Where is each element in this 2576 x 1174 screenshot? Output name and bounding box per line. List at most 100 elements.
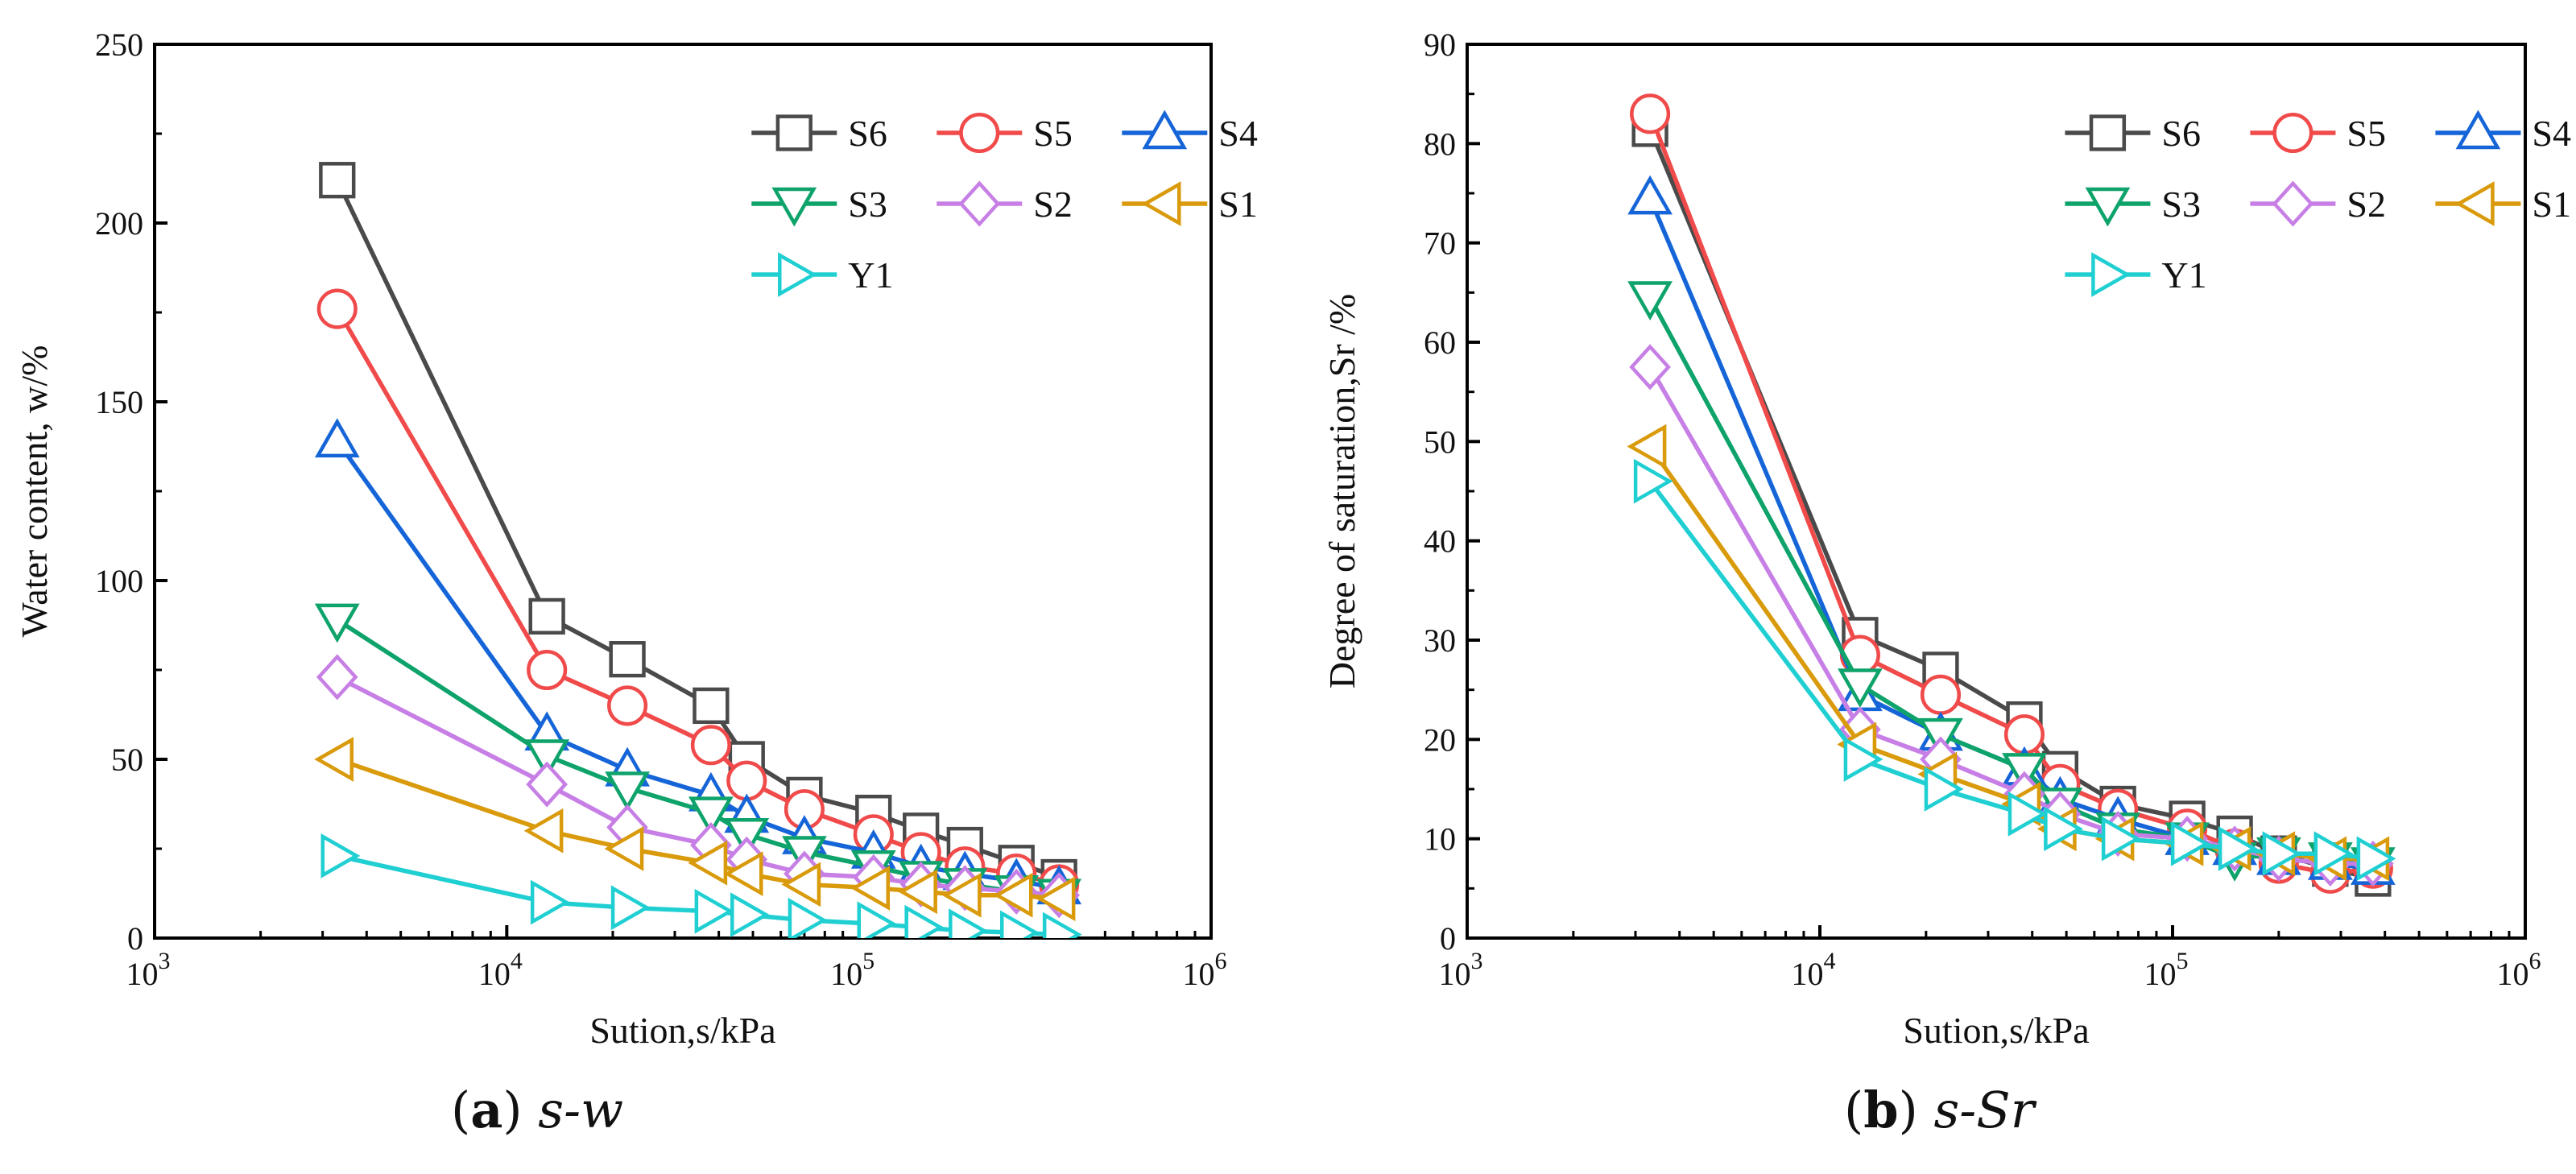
point-S1 (781, 862, 821, 907)
chart-b: 0 10 20 30 40 50 60 70 80 90 103 104 105 106 Sution,s/… (1321, 27, 2571, 1139)
legend-item-S1: S1 (2435, 181, 2571, 226)
x-tick-label: 104 (1792, 948, 1836, 992)
legend-label: S4 (2532, 113, 2571, 154)
point-S1 (523, 808, 564, 854)
legend-marker-S6 (2089, 114, 2127, 151)
legend-label: S4 (1218, 113, 1258, 154)
point-S6 (609, 641, 646, 678)
point-S4 (314, 418, 360, 458)
point-Y1 (320, 833, 361, 878)
point-S5 (527, 649, 568, 691)
point-S3 (1627, 281, 1673, 321)
plot-area (1627, 93, 2396, 897)
legend-item-S4: S4 (1122, 110, 1258, 154)
point-S3 (605, 771, 650, 812)
point-Y1 (1042, 912, 1082, 938)
point-Y1 (2262, 831, 2302, 877)
point-S1 (688, 840, 728, 886)
point-S1 (941, 872, 982, 918)
point-S1 (314, 737, 354, 782)
point-Y1 (2313, 831, 2354, 877)
plot-frame (153, 43, 1213, 940)
point-S1 (723, 851, 763, 896)
point-Y1 (2101, 816, 2141, 862)
point-Y1 (857, 901, 897, 938)
legend-marker-S4 (1142, 110, 1188, 150)
legend-label: S1 (1218, 184, 1258, 225)
point-S2 (1629, 344, 1671, 391)
figure-caption: (b) s-Sr (1844, 1081, 2037, 1139)
point-S5 (690, 725, 731, 766)
legend-label: S2 (2347, 184, 2386, 225)
x-tick-label: 106 (2497, 948, 2541, 992)
legend-marker-S2 (958, 180, 1001, 227)
point-S6 (693, 687, 730, 725)
y-tick-label: 250 (95, 27, 143, 63)
y-tick-label: 50 (1424, 424, 1456, 460)
plot-frame (1466, 43, 2527, 940)
point-Y1 (2356, 836, 2396, 882)
y-tick-label: 60 (1424, 325, 1456, 361)
y-axis-label: Degree of saturation,Sr /% (1321, 294, 1362, 689)
point-S3 (688, 796, 734, 837)
y-tick-label: 0 (127, 920, 143, 957)
legend-marker-S5 (2272, 112, 2313, 154)
legend-item-S2: S2 (2250, 180, 2386, 227)
legend-item-S6: S6 (2065, 113, 2201, 154)
point-S1 (898, 869, 937, 915)
point-Y1 (2170, 821, 2210, 866)
point-Y1 (999, 910, 1040, 938)
y-tick-label: 80 (1424, 126, 1456, 162)
point-S5 (607, 685, 648, 726)
legend-marker-S1 (2454, 181, 2495, 226)
legend-item-S4: S4 (2435, 110, 2571, 154)
y-tick-label: 0 (1440, 920, 1456, 957)
y-tick-label: 30 (1424, 622, 1456, 659)
y-tick-label: 70 (1424, 225, 1456, 262)
point-Y1 (2007, 791, 2048, 837)
point-S6 (528, 597, 565, 635)
legend-marker-Y1 (2091, 252, 2131, 297)
legend-item-S1: S1 (1122, 181, 1258, 226)
series-S6 (319, 162, 1077, 896)
x-axis-label: Sution,s/kPa (1903, 1010, 2089, 1051)
legend-label: Y1 (848, 254, 893, 296)
legend-label: S5 (2347, 113, 2386, 154)
y-axis-label: Water content, w/% (14, 345, 55, 638)
point-Y1 (904, 904, 945, 938)
point-S1 (1627, 424, 1667, 469)
series-Y1 (320, 833, 1082, 938)
point-Y1 (788, 897, 828, 938)
y-tick-label: 40 (1424, 523, 1456, 560)
point-S5 (316, 288, 358, 329)
legend-marker-Y1 (778, 252, 817, 297)
point-Y1 (610, 885, 651, 931)
x-tick-label: 104 (478, 948, 523, 992)
legend-item-S6: S6 (751, 113, 887, 154)
series-S1 (314, 737, 1076, 922)
point-Y1 (530, 879, 570, 925)
series-line-S4 (335, 440, 1060, 891)
legend-item-S3: S3 (2065, 184, 2201, 227)
y-tick-label: 150 (95, 384, 143, 420)
legend-item-S5: S5 (2250, 112, 2386, 154)
point-S5 (1920, 674, 1962, 715)
point-Y1 (2044, 806, 2083, 852)
y-tick-label: 200 (95, 205, 143, 242)
point-Y1 (694, 888, 734, 934)
point-S4 (1627, 175, 1673, 215)
legend: S6 S5 S4 S3 S2 S1 Y1 (751, 110, 1258, 297)
series-line-S6 (335, 179, 1061, 880)
legend-item-Y1: Y1 (751, 252, 894, 297)
legend-item-Y1: Y1 (2065, 252, 2207, 297)
x-axis-label: Sution,s/kPa (589, 1010, 775, 1051)
point-S1 (850, 865, 891, 911)
legend-label: S3 (2161, 184, 2201, 225)
legend-marker-S1 (1141, 181, 1181, 226)
point-Y1 (949, 908, 988, 938)
plot-area (314, 162, 1082, 938)
legend-item-S3: S3 (751, 184, 887, 227)
legend-item-S5: S5 (937, 112, 1073, 154)
y-tick-label: 10 (1424, 821, 1456, 858)
